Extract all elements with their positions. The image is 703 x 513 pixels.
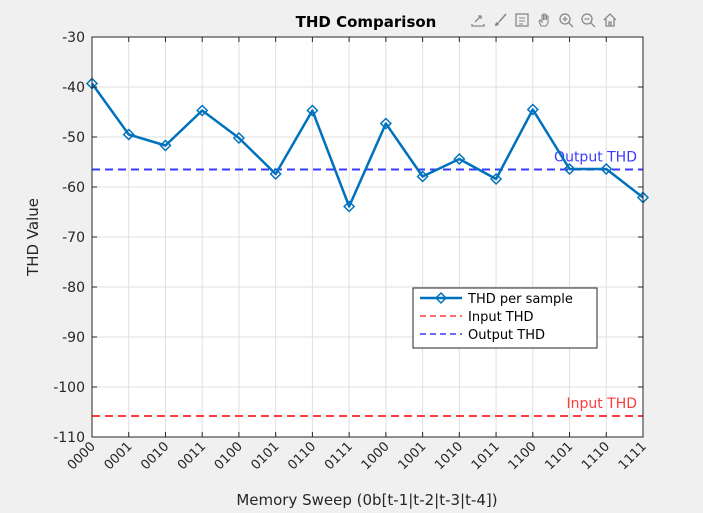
home-icon[interactable] (600, 10, 620, 30)
y-tick-label: -100 (53, 380, 85, 396)
x-tick-label: 0100 (212, 439, 246, 473)
y-ticks: -30 -40 -50 -60 -70 -80 -90 -100 -110 (53, 30, 643, 446)
data-point (232, 131, 245, 145)
data-point (490, 172, 503, 186)
x-tick-label: 0010 (138, 439, 172, 473)
x-tick-label: 0001 (102, 439, 136, 473)
x-tick-label: 1111 (616, 439, 650, 473)
y-tick-label: -30 (62, 30, 85, 46)
data-point (122, 128, 135, 141)
pan-icon[interactable] (534, 10, 554, 30)
x-tick-label: 1010 (432, 439, 466, 473)
legend[interactable]: THD per sample Input THD Output THD (412, 287, 598, 349)
legend-entry-label: Output THD (468, 328, 545, 343)
x-tick-label: 1110 (579, 439, 613, 473)
brush-icon[interactable] (490, 10, 510, 30)
y-tick-label: -60 (62, 180, 85, 196)
x-tick-label: 0011 (175, 439, 209, 473)
legend-entry-label: Input THD (468, 310, 534, 325)
data-point (306, 104, 319, 117)
reference-lines: Input THD Output THD (92, 150, 643, 417)
series-layer (85, 77, 650, 213)
data-point (416, 170, 429, 183)
data-point (379, 117, 392, 130)
data-point (600, 162, 613, 176)
zoom-in-icon[interactable] (556, 10, 576, 30)
x-tick-label: 1011 (469, 439, 503, 473)
data-point (196, 104, 209, 117)
x-tick-label: 1001 (395, 439, 429, 473)
data-point (526, 103, 539, 116)
x-tick-label: 1100 (506, 439, 540, 473)
data-point (563, 162, 576, 176)
data-tips-icon[interactable] (512, 10, 532, 30)
reference-line-label: Output THD (554, 150, 637, 166)
y-tick-label: -80 (62, 280, 85, 296)
y-tick-label: -110 (53, 430, 85, 446)
x-axis-label: Memory Sweep (0b[t-1|t-2|t-3|t-4]) (236, 491, 497, 509)
y-tick-label: -40 (62, 80, 85, 96)
legend-entries: THD per sample Input THD Output THD (420, 291, 573, 343)
y-tick-label: -50 (62, 130, 85, 146)
y-axis-label: THD Value (24, 198, 42, 277)
chart-title: THD Comparison (296, 13, 437, 31)
series-line (90, 82, 644, 208)
zoom-out-icon[interactable] (578, 10, 598, 30)
legend-marker (434, 291, 448, 305)
data-point (159, 139, 172, 152)
data-point (343, 200, 356, 213)
x-tick-label: 1101 (542, 439, 576, 473)
reference-line-label: Input THD (566, 396, 637, 412)
x-tick-label: 0111 (322, 439, 356, 473)
legend-entry-label: THD per sample (467, 292, 573, 307)
x-tick-label: 0110 (285, 439, 319, 473)
x-tick-label: 0101 (248, 439, 282, 473)
y-tick-label: -70 (62, 230, 85, 246)
x-tick-label: 1000 (359, 439, 393, 473)
data-point (269, 167, 282, 181)
axes-toolbar (468, 9, 620, 31)
y-tick-label: -90 (62, 330, 85, 346)
export-icon[interactable] (468, 10, 488, 30)
data-point (453, 152, 466, 166)
